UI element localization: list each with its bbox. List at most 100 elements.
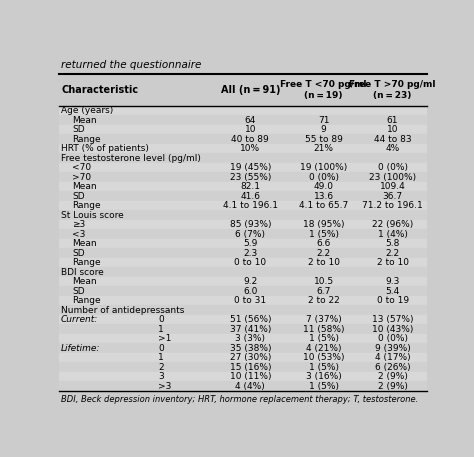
Text: 10 (43%): 10 (43%)	[372, 324, 413, 334]
Text: 41.6: 41.6	[240, 191, 260, 201]
Text: 4 (4%): 4 (4%)	[236, 382, 265, 391]
Bar	[59, 324, 427, 334]
Text: 13.6: 13.6	[314, 191, 334, 201]
Text: 9.3: 9.3	[385, 277, 400, 286]
Text: 6.0: 6.0	[243, 287, 257, 296]
Text: 5.8: 5.8	[385, 239, 400, 248]
Text: 109.4: 109.4	[380, 182, 405, 191]
Text: 3 (3%): 3 (3%)	[235, 334, 265, 343]
Text: 0 (0%): 0 (0%)	[309, 173, 339, 181]
Text: Free testosterone level (pg/ml): Free testosterone level (pg/ml)	[61, 154, 201, 163]
Text: 1: 1	[158, 324, 164, 334]
Bar	[59, 229, 427, 239]
Text: 2 to 22: 2 to 22	[308, 296, 339, 305]
Text: 6.6: 6.6	[317, 239, 331, 248]
Bar	[59, 334, 427, 343]
Text: 2: 2	[158, 363, 164, 372]
Text: 23 (55%): 23 (55%)	[229, 173, 271, 181]
Text: Mean: Mean	[72, 277, 97, 286]
Text: 5.4: 5.4	[385, 287, 400, 296]
Bar	[59, 125, 427, 134]
Bar	[59, 372, 427, 382]
Bar	[59, 296, 427, 305]
Text: 2.2: 2.2	[317, 249, 331, 258]
Text: 10 (11%): 10 (11%)	[229, 372, 271, 381]
Text: 44 to 83: 44 to 83	[374, 135, 411, 143]
Bar	[59, 144, 427, 154]
Text: Mean: Mean	[72, 239, 97, 248]
Text: 82.1: 82.1	[240, 182, 260, 191]
Text: 6 (26%): 6 (26%)	[375, 363, 410, 372]
Bar	[59, 305, 427, 315]
Text: 36.7: 36.7	[383, 191, 403, 201]
Text: 15 (16%): 15 (16%)	[229, 363, 271, 372]
Bar	[59, 115, 427, 125]
Text: Mean: Mean	[72, 182, 97, 191]
Text: Current:: Current:	[61, 315, 98, 324]
Text: 2.2: 2.2	[385, 249, 400, 258]
Text: 27 (30%): 27 (30%)	[229, 353, 271, 362]
Bar	[59, 163, 427, 172]
Text: 0: 0	[158, 315, 164, 324]
Text: 0 (0%): 0 (0%)	[378, 163, 408, 172]
Text: 37 (41%): 37 (41%)	[229, 324, 271, 334]
Text: Number of antidepressants: Number of antidepressants	[61, 306, 184, 314]
Bar	[59, 239, 427, 249]
Text: Characteristic: Characteristic	[61, 85, 138, 95]
Bar	[59, 277, 427, 287]
Text: 19 (100%): 19 (100%)	[300, 163, 347, 172]
Text: 55 to 89: 55 to 89	[305, 135, 343, 143]
Text: Mean: Mean	[72, 116, 97, 125]
Text: Free T >70 pg/ml
(n = 23): Free T >70 pg/ml (n = 23)	[349, 80, 436, 100]
Text: Lifetime:: Lifetime:	[61, 344, 100, 353]
Text: Age (years): Age (years)	[61, 106, 113, 115]
Text: 71: 71	[318, 116, 329, 125]
Bar	[59, 154, 427, 163]
Bar	[59, 287, 427, 296]
Text: St Louis score: St Louis score	[61, 211, 124, 220]
Bar	[59, 210, 427, 220]
Bar	[59, 106, 427, 115]
Text: 9 (39%): 9 (39%)	[375, 344, 410, 353]
Text: 0 (0%): 0 (0%)	[378, 334, 408, 343]
Text: SD: SD	[72, 125, 85, 134]
Text: 7 (37%): 7 (37%)	[306, 315, 342, 324]
Text: HRT (% of patients): HRT (% of patients)	[61, 144, 149, 153]
Text: 4%: 4%	[385, 144, 400, 153]
Text: 5.9: 5.9	[243, 239, 257, 248]
Text: 1 (5%): 1 (5%)	[309, 363, 339, 372]
Text: 61: 61	[387, 116, 398, 125]
Text: 10: 10	[387, 125, 398, 134]
Text: 64: 64	[245, 116, 256, 125]
Text: Range: Range	[72, 201, 101, 210]
Bar	[59, 182, 427, 191]
Text: <3: <3	[72, 229, 85, 239]
Text: 21%: 21%	[314, 144, 334, 153]
Bar	[59, 172, 427, 182]
Text: ≥3: ≥3	[72, 220, 85, 229]
Bar	[59, 267, 427, 277]
Bar	[59, 343, 427, 353]
Bar	[59, 362, 427, 372]
Text: 9.2: 9.2	[243, 277, 257, 286]
Text: 18 (95%): 18 (95%)	[303, 220, 345, 229]
Bar	[59, 353, 427, 362]
Bar	[59, 382, 427, 391]
Text: 4.1 to 65.7: 4.1 to 65.7	[299, 201, 348, 210]
Text: 4 (21%): 4 (21%)	[306, 344, 341, 353]
Bar	[59, 248, 427, 258]
Text: 4.1 to 196.1: 4.1 to 196.1	[223, 201, 278, 210]
Text: 1 (4%): 1 (4%)	[378, 229, 408, 239]
Text: returned the questionnaire: returned the questionnaire	[61, 60, 201, 70]
Text: 0 to 19: 0 to 19	[376, 296, 409, 305]
Text: Range: Range	[72, 296, 101, 305]
Text: 10 (53%): 10 (53%)	[303, 353, 345, 362]
Text: 23 (100%): 23 (100%)	[369, 173, 416, 181]
Text: 51 (56%): 51 (56%)	[229, 315, 271, 324]
Text: >1: >1	[158, 334, 172, 343]
Bar	[59, 201, 427, 210]
Text: 3 (16%): 3 (16%)	[306, 372, 342, 381]
Text: SD: SD	[72, 191, 85, 201]
Text: >3: >3	[158, 382, 172, 391]
Text: BDI score: BDI score	[61, 268, 104, 276]
